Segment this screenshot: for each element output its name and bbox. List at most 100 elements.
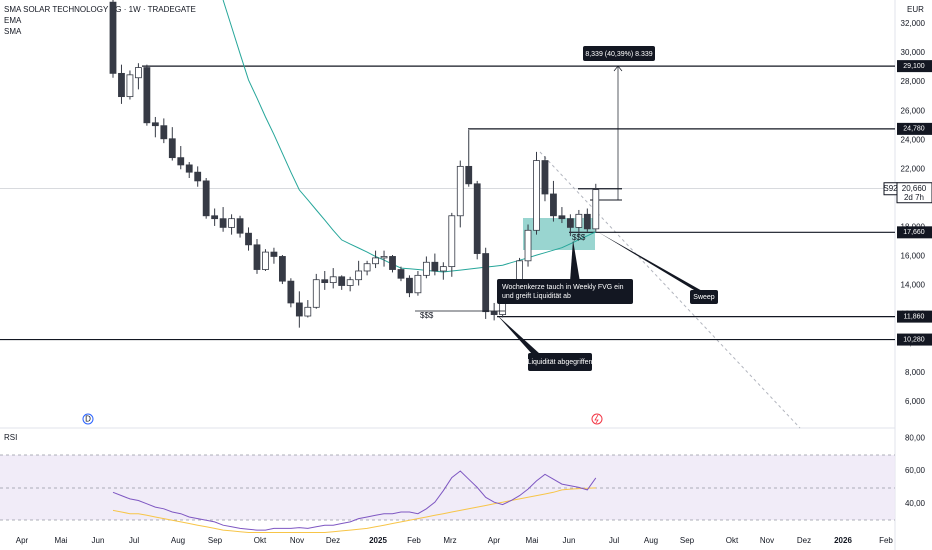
y-tick-label: 24,000 <box>901 135 926 144</box>
candle-body <box>211 215 219 220</box>
level-label-bg <box>897 226 932 239</box>
candle-body <box>414 274 422 294</box>
y-tick-label: 28,000 <box>901 77 926 86</box>
candle-body <box>448 215 456 268</box>
chart-title: SMA SOLAR TECHNOLOGY AG · 1W · TRADEGATE <box>4 5 196 14</box>
candle-body <box>338 276 346 286</box>
candle-body <box>160 125 168 140</box>
candle-body <box>202 180 210 217</box>
candle-body <box>524 229 532 262</box>
candle-body <box>482 253 490 313</box>
x-tick-label: Jul <box>609 536 619 545</box>
candle-body <box>245 232 252 246</box>
x-tick-label: Sep <box>208 536 223 545</box>
x-tick-label: Mai <box>55 536 68 545</box>
symbol-bg <box>883 182 898 196</box>
countdown: 2d 7h <box>904 193 924 202</box>
candle-body <box>406 277 413 294</box>
rsi-band <box>0 455 895 520</box>
liq-box <box>528 353 592 371</box>
fvg-box <box>497 279 633 304</box>
level-label-bg <box>897 333 932 346</box>
candle-body <box>363 263 371 272</box>
x-tick-label: Nov <box>290 536 304 545</box>
liq-pointer <box>497 315 540 354</box>
x-tick-label: Mai <box>526 536 539 545</box>
candle-body <box>295 302 303 317</box>
x-tick-label: Dez <box>326 536 340 545</box>
candle-body <box>126 74 134 98</box>
x-tick-label: Aug <box>171 536 185 545</box>
fvg-text: und greift Liquidität ab <box>502 293 571 300</box>
sweep-box <box>690 290 718 304</box>
x-tick-label: Okt <box>254 536 267 545</box>
x-tick-label: Feb <box>407 536 421 545</box>
x-tick-label: Feb <box>879 536 893 545</box>
measure-text: 8,339 (40,39%) 8.339 <box>585 51 652 58</box>
y-tick-label: 16,000 <box>901 252 926 261</box>
x-tick-label: Nov <box>760 536 774 545</box>
candle-body <box>118 72 125 98</box>
candle-body <box>380 256 388 259</box>
symbol: S92 <box>883 184 898 193</box>
rsi-ma-line <box>112 487 596 533</box>
candle-body <box>228 218 235 228</box>
candle-body <box>431 261 439 272</box>
candle-body <box>550 193 557 217</box>
event-bolt <box>594 414 599 424</box>
rsi-tick-label: 40,00 <box>905 499 926 508</box>
candle-body <box>397 269 405 279</box>
marker-icon <box>82 413 94 425</box>
candle-body <box>151 122 159 127</box>
y-tick-label: 22,000 <box>901 164 926 173</box>
ema-line <box>222 0 597 273</box>
measure-arrowhead <box>613 65 623 72</box>
x-tick-label: Apr <box>488 536 501 545</box>
x-tick-label: 2025 <box>369 536 387 545</box>
candle-body <box>304 306 312 317</box>
rsi-line <box>112 470 597 531</box>
x-tick-label: Jun <box>92 536 105 545</box>
candle-body <box>575 213 583 228</box>
candle-body <box>422 261 430 276</box>
indicator-label: SMA <box>4 27 22 36</box>
x-tick-label: Aug <box>644 536 658 545</box>
candle-body <box>278 256 286 282</box>
liq-mark: $$$ <box>420 311 434 320</box>
currency: EUR <box>907 5 924 14</box>
x-tick-label: Dez <box>797 536 811 545</box>
x-tick-label: 2026 <box>834 536 852 545</box>
candle-body <box>558 215 566 220</box>
candle-body <box>177 157 185 166</box>
candle-body <box>168 138 176 159</box>
level-label: 10,280 <box>903 336 925 343</box>
event-icon <box>591 413 603 425</box>
y-tick-label: 14,000 <box>901 281 926 290</box>
candle-body <box>262 251 269 270</box>
level-label: 11,860 <box>904 313 925 320</box>
sweep-pointer <box>598 232 704 292</box>
marker-text: D <box>85 415 91 424</box>
rsi-tick-label: 60,00 <box>905 466 926 475</box>
y-tick-label: 6,000 <box>905 397 926 406</box>
candle-body <box>473 183 481 254</box>
candle-body <box>566 218 574 228</box>
candle-body <box>490 311 498 315</box>
measure-box <box>583 46 655 61</box>
fvg-text: Wochenkerze tauch in Weekly FVG ein <box>502 284 624 291</box>
y-tick-label: 30,000 <box>901 48 926 57</box>
candle-body <box>219 218 227 228</box>
rsi-title: RSI <box>4 433 17 442</box>
fvg-pointer <box>570 240 580 282</box>
candle-body <box>236 218 244 234</box>
candle-body <box>355 270 363 281</box>
candle-body <box>456 165 464 217</box>
candle-body <box>185 164 193 173</box>
x-tick-label: Apr <box>16 536 29 545</box>
candle-body <box>312 279 320 308</box>
candle-body <box>253 244 261 270</box>
liq-mark: $$$ <box>572 233 586 242</box>
candle-body <box>135 67 142 79</box>
sweep-text: Sweep <box>693 294 715 301</box>
candle-body <box>194 171 202 182</box>
